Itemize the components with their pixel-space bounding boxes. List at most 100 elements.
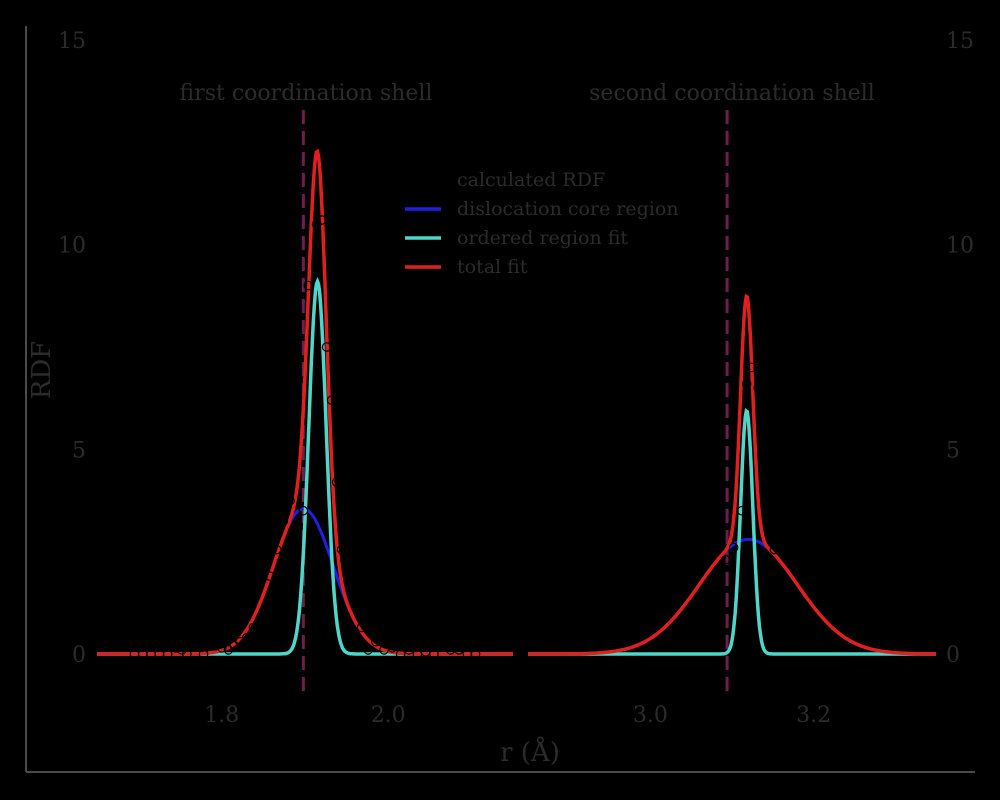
rdf-data-point <box>741 379 752 389</box>
y-axes: 0 0 5 5 10 10 15 15 <box>58 29 974 668</box>
rdf-data-point <box>630 608 641 618</box>
rdf-data-point <box>663 595 674 606</box>
rdf-data-point <box>736 505 747 516</box>
rdf-data-point <box>278 516 289 526</box>
y-tick-label-left: 0 <box>72 643 86 668</box>
rdf-data-point <box>720 555 731 565</box>
rdf-data-point <box>655 614 665 625</box>
rdf-data-point <box>198 649 209 659</box>
rdf-data-point <box>916 632 927 643</box>
rdf-data-point <box>255 616 265 627</box>
rdf-data-point <box>265 571 275 582</box>
rdf-data-point <box>622 628 633 639</box>
rdf-data-point <box>818 587 829 598</box>
rdf-data-point <box>704 528 714 539</box>
y-tick-label-right: 5 <box>946 438 960 463</box>
x-tick-label: 1.8 <box>204 703 239 728</box>
rdf-data-point <box>590 636 600 647</box>
rdf-data-point <box>241 632 252 643</box>
rdf-data-point <box>193 636 204 647</box>
rdf-data-point <box>826 608 837 618</box>
y-tick-label-right: 0 <box>946 643 960 668</box>
y-tick-label-left: 5 <box>72 438 86 463</box>
legend-label: total fit <box>457 256 528 278</box>
rdf-data-point <box>810 579 821 590</box>
rdf-data-point <box>187 626 198 637</box>
rdf-data-point <box>285 495 295 506</box>
chart-frame <box>25 26 975 773</box>
rdf-data-point <box>606 632 617 643</box>
rdf-data-point <box>370 636 381 647</box>
rdf-data-point <box>316 215 327 225</box>
rdf-data-point <box>843 614 853 625</box>
rdf-data-point <box>802 563 812 573</box>
rdf-data-point <box>679 569 690 579</box>
rdf-data-point <box>696 542 706 553</box>
rdf-data-point <box>728 542 739 553</box>
rdf-data-point <box>834 618 845 629</box>
y-tick-label-left: 15 <box>58 29 86 54</box>
legend-label: calculated RDF <box>457 169 605 191</box>
rdf-data-point <box>454 645 464 655</box>
legend: calculated RDF dislocation core region ord… <box>405 169 679 278</box>
y-tick-label-right: 10 <box>946 234 974 259</box>
rdf-data-point <box>298 505 309 516</box>
rdf-data-point <box>437 641 448 651</box>
legend-label: dislocation core region <box>457 198 679 220</box>
rdf-data-point <box>303 280 314 291</box>
rdf-data-point <box>308 125 319 135</box>
rdf-data-point <box>248 622 259 633</box>
rdf-data-point <box>217 643 227 653</box>
rdf-data-point <box>794 548 804 559</box>
rdf-data-point <box>182 649 192 659</box>
panel-title: second coordination shell <box>589 81 875 106</box>
rdf-data-point <box>753 383 763 393</box>
rdf-data-point <box>688 559 698 569</box>
total-fit-curve <box>97 148 513 656</box>
total-fit-curve <box>528 293 936 656</box>
rdf-data-point <box>363 645 374 655</box>
rdf-data-point <box>777 516 788 526</box>
rdf-data-point <box>331 477 342 487</box>
rdf-data-point <box>395 649 406 659</box>
y-tick-label-left: 10 <box>58 234 86 259</box>
rdf-data-point <box>761 495 772 506</box>
x-tick-label: 3.0 <box>633 703 668 728</box>
rdf-data-point <box>867 630 878 641</box>
rdf-data-point <box>321 342 332 352</box>
panel-title: first coordination shell <box>180 81 433 106</box>
rdf-data-point <box>470 649 481 659</box>
rdf-data-point <box>541 638 551 649</box>
rdf-data-point <box>336 544 347 555</box>
first-shell-panel: first coordination shell 1.8 2.0 <box>97 81 513 728</box>
y-tick-label-right: 15 <box>946 29 974 54</box>
rdf-data-point <box>260 608 270 618</box>
rdf-data-point <box>343 567 354 577</box>
legend-marker-circle <box>415 174 425 184</box>
x-axis-label: r (Å) <box>500 736 560 768</box>
rdf-data-point <box>350 593 360 604</box>
rdf-data-point <box>210 641 220 651</box>
rdf-data-point <box>712 534 723 545</box>
x-tick-label: 3.2 <box>796 703 831 728</box>
rdf-data-point <box>356 622 367 633</box>
rdf-data-point <box>171 643 181 653</box>
rdf-data-point <box>639 628 649 639</box>
y-axis-label: RDF <box>27 341 57 399</box>
rdf-data-point <box>162 649 173 659</box>
rdf-data-point <box>769 544 780 555</box>
rdf-data-point <box>851 622 861 633</box>
legend-label: ordered region fit <box>457 227 628 249</box>
second-shell-panel: second coordination shell 3.0 3.2 <box>528 81 936 728</box>
rdf-data-point <box>271 544 282 555</box>
rdf-data-point <box>326 395 337 406</box>
rdf-data-point <box>429 649 439 659</box>
rdf-data-point <box>387 643 398 653</box>
rdf-data-point <box>404 645 414 655</box>
rdf-data-point <box>291 536 302 547</box>
x-tick-label: 2.0 <box>371 703 406 728</box>
rdf-data-point <box>746 362 757 373</box>
rdf-data-point <box>532 630 543 641</box>
